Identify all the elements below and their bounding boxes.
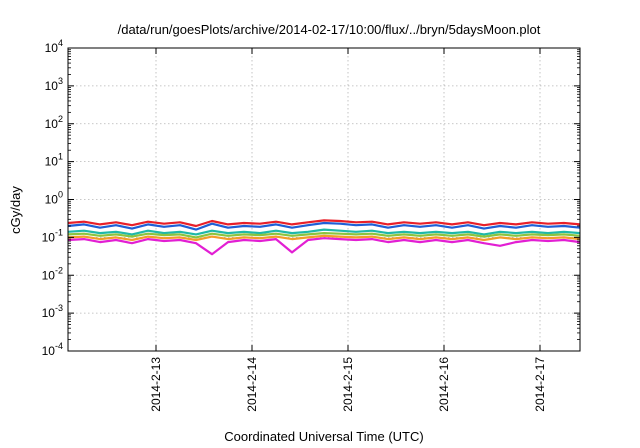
y-axis-label: cGy/day — [8, 186, 23, 234]
series-line-1 — [67, 219, 581, 228]
series-line-5 — [67, 234, 581, 242]
y-tick-label: 102 — [45, 114, 63, 131]
series-line-4 — [67, 232, 581, 239]
y-tick-label: 10-3 — [42, 303, 63, 320]
x-tick-label: 2014-2-14 — [245, 357, 259, 412]
y-tick-label: 104 — [45, 38, 63, 55]
grid — [68, 48, 580, 351]
x-axis-label: Coordinated Universal Time (UTC) — [224, 429, 423, 444]
y-tick-label: 101 — [45, 152, 63, 169]
series-layer — [67, 219, 581, 256]
x-tick-label: 2014-2-13 — [149, 357, 163, 412]
x-tick-label: 2014-2-16 — [437, 357, 451, 412]
series-line-2 — [67, 221, 581, 231]
x-tick-label: 2014-2-17 — [533, 357, 547, 412]
series-line-6 — [67, 237, 581, 256]
y-tick-label: 10-4 — [42, 341, 63, 358]
y-tick-labels: 10-4 10-3 10-2 10-1 100 101 102 103 104 — [42, 38, 63, 358]
y-tick-label: 10-1 — [42, 227, 63, 244]
y-tick-label: 100 — [45, 190, 63, 207]
x-tick-labels: 2014-2-13 2014-2-14 2014-2-15 2014-2-16 2014… — [149, 357, 547, 412]
y-tick-label: 103 — [45, 76, 63, 93]
x-tick-label: 2014-2-15 — [341, 357, 355, 412]
chart-title: /data/run/goesPlots/archive/2014-02-17/1… — [118, 22, 541, 37]
ticks — [68, 47, 580, 352]
y-tick-label: 10-2 — [42, 265, 63, 282]
series-line-3 — [67, 228, 581, 236]
